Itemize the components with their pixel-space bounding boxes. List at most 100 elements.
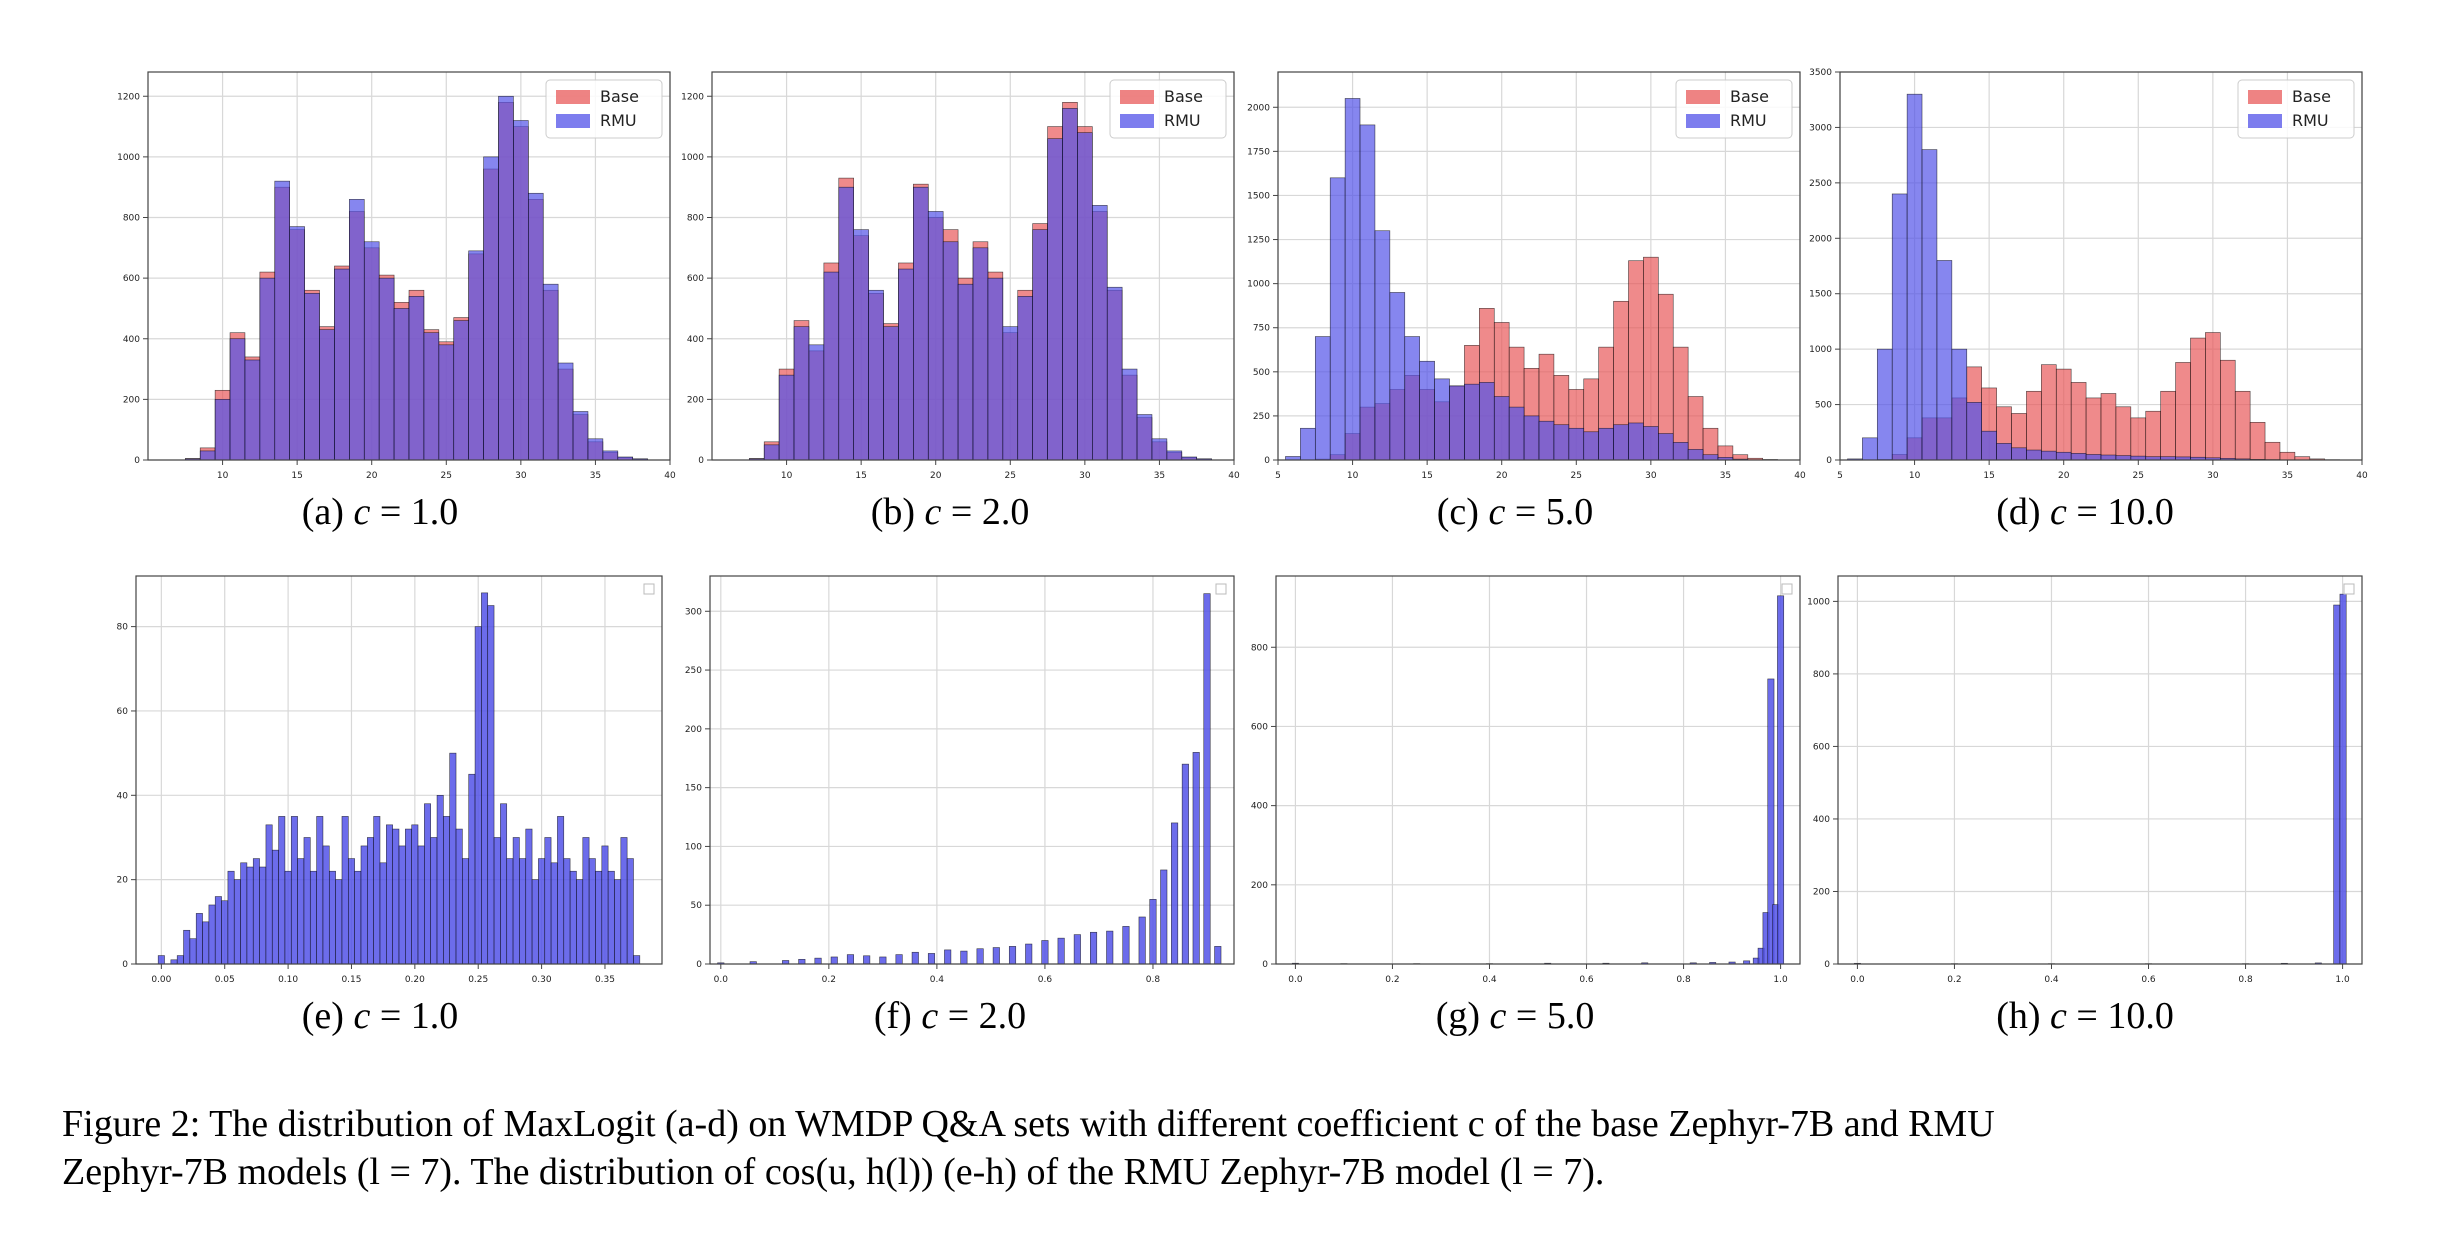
x-tick-label: 1.0 <box>1773 975 1788 985</box>
bar <box>456 829 462 964</box>
x-tick-label: 10 <box>781 471 793 481</box>
bar <box>570 871 576 964</box>
y-tick-label: 250 <box>685 666 702 676</box>
x-tick-label: 15 <box>1421 471 1432 481</box>
empty-legend-box <box>2344 584 2354 594</box>
bar <box>1569 428 1584 460</box>
y-tick-label: 80 <box>117 623 129 633</box>
x-tick-label: 0.20 <box>405 975 425 985</box>
legend-label: Base <box>600 87 639 106</box>
bar <box>2086 398 2101 460</box>
bar <box>614 880 620 964</box>
x-tick-label: 35 <box>2282 471 2293 481</box>
bar <box>1937 260 1952 460</box>
x-tick-label: 0.05 <box>215 975 235 985</box>
bar <box>1952 349 1967 460</box>
bar <box>374 816 380 964</box>
y-tick-label: 1200 <box>681 92 704 102</box>
bar <box>1877 349 1892 460</box>
x-tick-label: 0.2 <box>822 975 836 985</box>
y-tick-label: 1000 <box>1809 345 1832 355</box>
x-tick-label: 20 <box>930 471 942 481</box>
x-tick-label: 0.4 <box>1482 975 1497 985</box>
x-tick-label: 40 <box>2356 471 2368 481</box>
subcaption-d: (d) c = 10.0 <box>1945 490 2225 534</box>
bar <box>450 753 456 964</box>
bar <box>564 859 570 964</box>
bar <box>2071 453 2086 460</box>
bar <box>513 837 519 964</box>
bar <box>1122 369 1137 460</box>
x-tick-label: 10 <box>217 471 229 481</box>
x-tick-label: 0.6 <box>1038 975 1053 985</box>
legend-swatch <box>1120 90 1154 104</box>
x-tick-label: 35 <box>1720 471 1731 481</box>
bar <box>1161 870 1167 964</box>
x-tick-label: 20 <box>2058 471 2070 481</box>
x-tick-label: 0.10 <box>278 975 298 985</box>
bar <box>329 871 335 964</box>
plot-frame <box>1838 576 2362 964</box>
bar <box>367 837 373 964</box>
x-tick-label: 0.30 <box>532 975 552 985</box>
legend-swatch <box>556 114 590 128</box>
bar <box>2146 411 2161 460</box>
bar <box>764 445 779 460</box>
bar <box>379 278 394 460</box>
bar <box>1058 938 1064 964</box>
y-tick-label: 600 <box>123 274 140 284</box>
bar <box>469 251 484 460</box>
bar <box>394 308 409 460</box>
legend-label: RMU <box>2292 111 2329 130</box>
y-tick-label: 0 <box>1264 456 1270 466</box>
bar <box>1420 361 1435 460</box>
bar <box>1092 205 1107 460</box>
empty-legend-box <box>644 584 654 594</box>
x-tick-label: 15 <box>1983 471 1994 481</box>
bar <box>234 880 240 964</box>
bar <box>928 211 943 460</box>
bar <box>305 293 320 460</box>
x-tick-label: 40 <box>664 471 676 481</box>
bar <box>275 181 290 460</box>
bar <box>412 825 418 964</box>
bar <box>1025 944 1031 964</box>
bar <box>2190 338 2205 460</box>
bar <box>1062 108 1077 460</box>
bar <box>1330 178 1345 460</box>
y-tick-label: 500 <box>1815 401 1832 411</box>
bar <box>190 939 196 964</box>
legend-label: Base <box>1730 87 1769 106</box>
bar <box>1539 421 1554 460</box>
bar <box>1479 382 1494 460</box>
empty-legend-box <box>1782 584 1792 594</box>
bar <box>973 248 988 460</box>
x-tick-label: 0.2 <box>1947 975 1961 985</box>
bar <box>608 871 614 964</box>
bar <box>831 957 837 964</box>
bar <box>247 867 253 964</box>
bar <box>380 863 386 964</box>
x-tick-label: 0.00 <box>151 975 171 985</box>
y-tick-label: 1200 <box>117 92 140 102</box>
y-tick-label: 800 <box>1251 643 1268 653</box>
bar <box>809 345 824 460</box>
bar <box>2280 452 2295 460</box>
bar <box>1967 402 1982 460</box>
x-tick-label: 0.35 <box>595 975 615 985</box>
bar <box>177 956 183 964</box>
x-tick-label: 0.6 <box>1579 975 1594 985</box>
bar <box>317 816 323 964</box>
bar <box>2056 369 2071 460</box>
bar <box>1892 194 1907 460</box>
bar <box>1777 596 1783 964</box>
bar <box>1003 327 1018 460</box>
legend-label: RMU <box>1164 111 1201 130</box>
bar <box>1152 439 1167 460</box>
